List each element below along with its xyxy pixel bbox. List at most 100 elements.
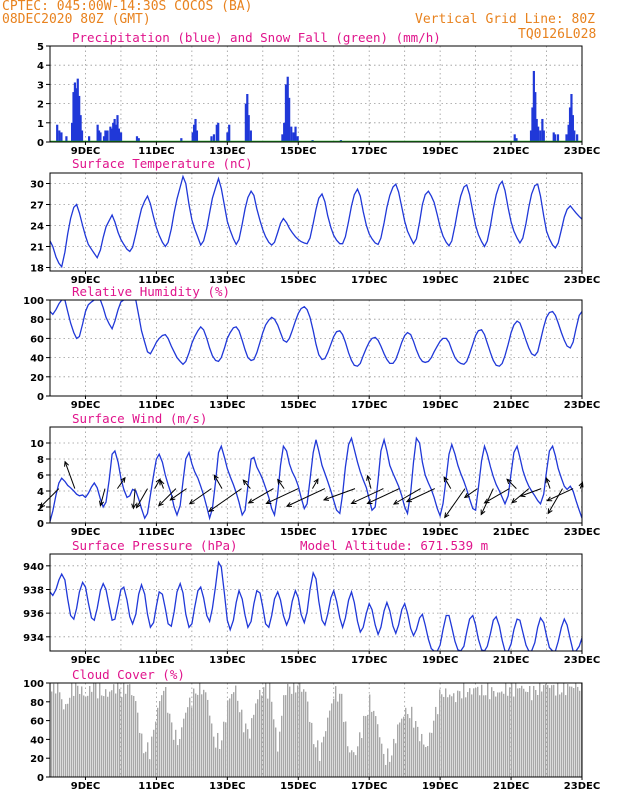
cloud-bar [259, 689, 261, 777]
precip-bar [534, 92, 537, 142]
cloud-bar [101, 695, 103, 777]
y-tick-label: 934 [23, 633, 44, 644]
cloud-bar [349, 752, 351, 777]
cloud-bar [321, 742, 323, 777]
cloud-bar [535, 690, 537, 777]
wind-arrow [158, 488, 177, 507]
cloud-bar [189, 697, 191, 777]
cloud-bar [281, 715, 283, 777]
precip-bar [73, 82, 77, 142]
wind-arrow-head [131, 503, 137, 510]
y-tick-label: 100 [23, 679, 44, 690]
cloud-bar [395, 743, 397, 777]
cloud-bar [439, 689, 441, 777]
cloud-bar [505, 683, 507, 777]
cloud-bar [77, 685, 79, 777]
cloud-bar [477, 686, 479, 777]
cloud-bar [489, 699, 491, 777]
x-tick-label: 15DEC [280, 400, 316, 411]
wind-arrow-head [480, 509, 486, 516]
cloud-bar [187, 707, 189, 777]
cloud-bar [367, 714, 369, 777]
cloud-bar [181, 727, 183, 777]
cloud-bar [53, 683, 55, 777]
rh-line [50, 300, 582, 367]
y-tick-label: 8 [37, 455, 44, 466]
cloud-bar [563, 683, 565, 777]
precip-bar [529, 130, 533, 142]
wind-arrow-head [547, 508, 553, 515]
x-tick-label: 15DEC [280, 527, 316, 538]
cloud-bar [533, 685, 535, 777]
cloud-bar [503, 693, 505, 777]
precip-bar [192, 124, 196, 142]
precip-frame [49, 45, 583, 143]
cloud-bar [263, 687, 265, 777]
cloud-bar [241, 709, 243, 777]
x-tick-label: 11DEC [138, 146, 174, 157]
cloud-bar [425, 747, 427, 777]
wind-arrow [286, 488, 326, 507]
y-tick-label: 1 [37, 119, 44, 130]
cloud-bar [517, 688, 519, 777]
precip-bar [180, 138, 183, 142]
precip-bar [117, 128, 121, 142]
x-tick-label: 15DEC [280, 781, 316, 792]
cloud-bar [397, 724, 399, 777]
x-tick-label: 23DEC [564, 146, 600, 157]
precip-bar [249, 130, 252, 142]
x-tick-label: 17DEC [351, 275, 387, 286]
wind-arrow [170, 488, 187, 501]
wind-arrow-head [64, 460, 69, 467]
cloud-bar [157, 707, 159, 777]
press-panel: 934 936 938 940 9DEC 11DEC 13DEC 15DEC 17DEC 19DE… [23, 538, 600, 666]
x-tick-label: 19DEC [422, 781, 458, 792]
precip-bar [565, 134, 568, 142]
wind-arrow-head [322, 495, 330, 501]
cloud-bar [197, 694, 199, 777]
cloud-frame [49, 682, 583, 778]
x-tick-label: 15DEC [280, 655, 316, 666]
cloud-bar [103, 696, 105, 777]
precip-bar [113, 118, 116, 142]
cloud-bar [61, 699, 63, 777]
x-tick-label: 13DEC [209, 527, 245, 538]
rh-title: Relative Humidity (%) [72, 284, 230, 299]
cloud-bar [431, 732, 433, 777]
x-tick-label: 17DEC [351, 781, 387, 792]
cloud-bar [315, 747, 317, 777]
wind-arrow-head [213, 474, 219, 481]
cloud-bar [145, 751, 147, 777]
cloud-bar [119, 689, 121, 777]
cloud-bar [455, 702, 457, 777]
cloud-bar [309, 721, 311, 777]
cloud-bar [261, 695, 263, 777]
header-datetime: 08DEC2020 80Z (GMT) [2, 12, 151, 27]
cloud-bar [411, 706, 413, 777]
y-tick-label: 20 [30, 373, 44, 384]
precip-bar [537, 126, 540, 142]
cloud-bar [91, 691, 93, 777]
cloud-bar [415, 721, 417, 777]
cloud-bar [183, 718, 185, 777]
wind-frame [49, 426, 583, 524]
y-tick-label: 20 [30, 754, 44, 765]
cloud-bar [125, 693, 127, 777]
precip-bar [552, 132, 555, 142]
cloud-bar [457, 690, 459, 777]
x-tick-label: 9DEC [71, 275, 100, 286]
cloud-bar [469, 688, 471, 777]
cloud-bar [341, 693, 343, 777]
cloud-bar [151, 736, 153, 777]
cloud-bar [127, 684, 129, 777]
cloud-bar [357, 746, 359, 777]
wind-arrow [547, 488, 563, 514]
cloud-bar [499, 692, 501, 777]
cloud-bar [541, 691, 543, 777]
cloud-bar [351, 750, 353, 777]
precip-bar [137, 138, 140, 142]
cloud-bar [155, 721, 157, 777]
cloud-bar [221, 740, 223, 777]
cloud-bar [99, 683, 101, 777]
cloud-bar [559, 694, 561, 777]
